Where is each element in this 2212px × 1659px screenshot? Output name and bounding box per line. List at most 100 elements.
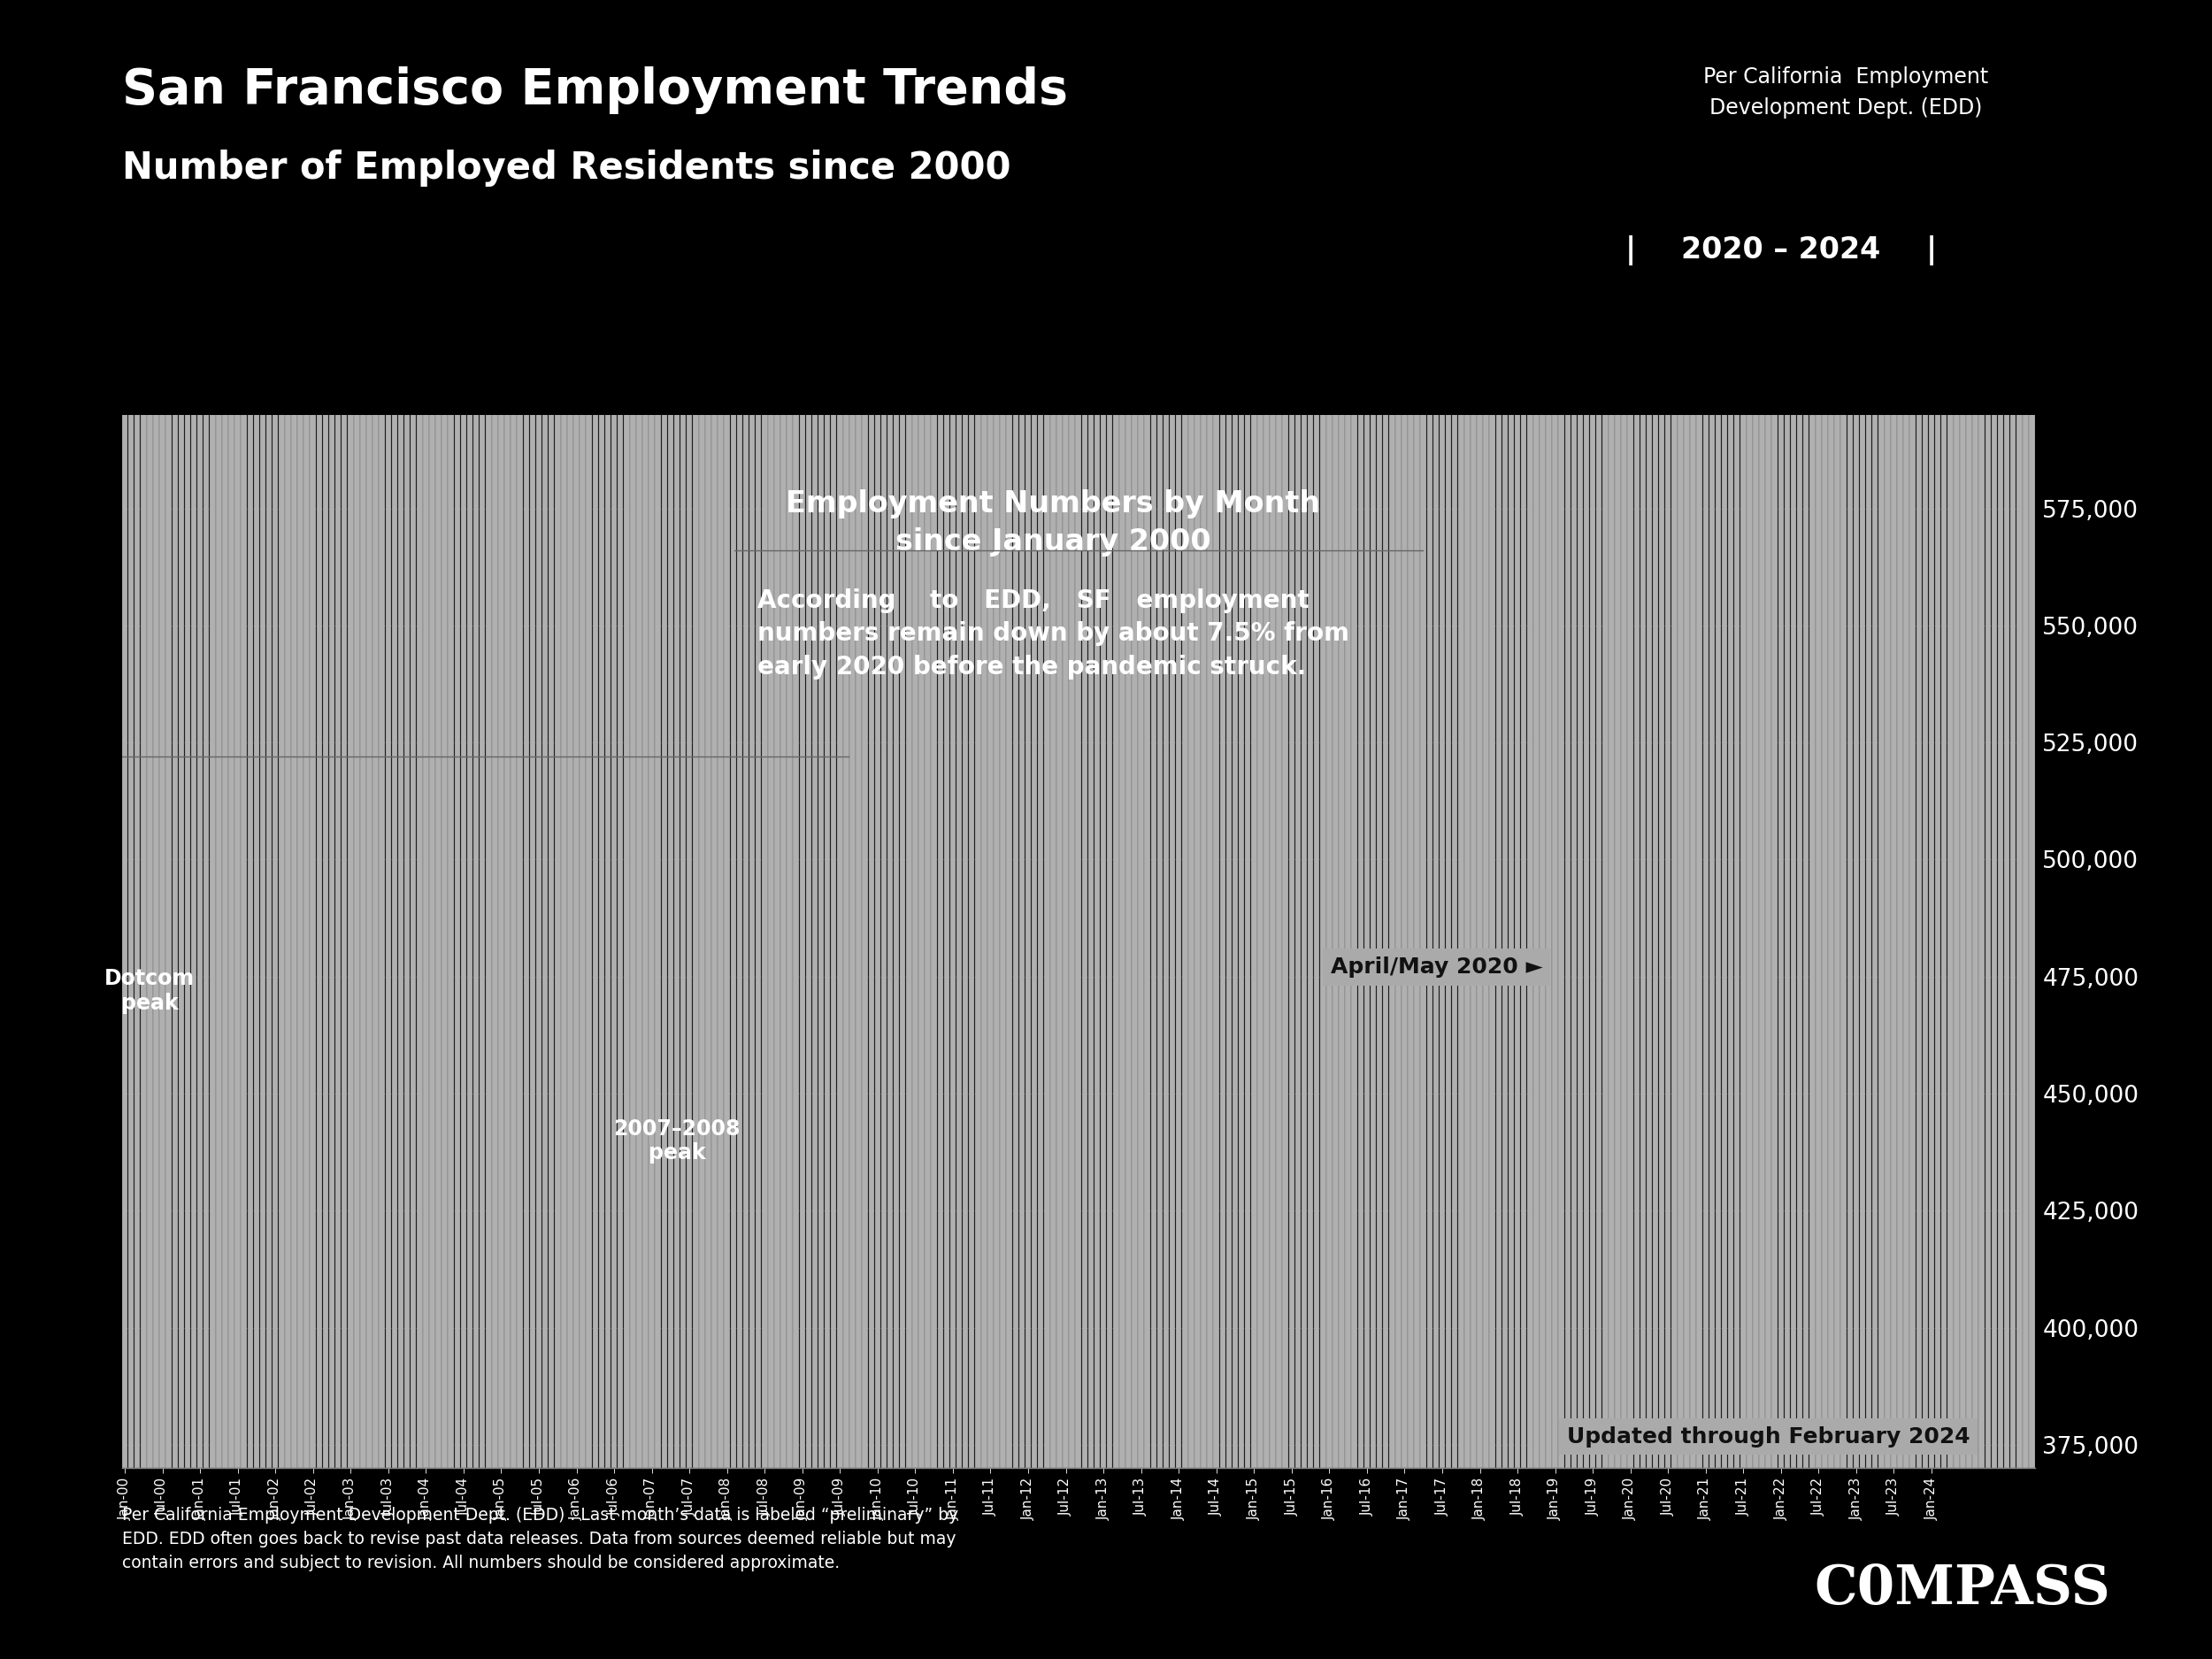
Bar: [1991, 0, 1997, 1468]
Bar: [1026, 0, 1031, 1468]
Bar: [1984, 0, 1991, 1468]
Bar: [1177, 0, 1181, 1468]
Bar: [1239, 0, 1245, 1468]
Bar: [1608, 0, 1615, 1468]
Bar: [812, 0, 818, 1468]
Bar: [1225, 0, 1232, 1468]
Bar: [907, 0, 911, 1468]
Bar: [1526, 0, 1533, 1468]
Bar: [1020, 0, 1024, 1468]
Bar: [1000, 0, 1006, 1468]
Bar: [1571, 0, 1577, 1468]
Bar: [825, 0, 830, 1468]
Bar: [1909, 0, 1916, 1468]
Bar: [1809, 0, 1816, 1468]
Bar: [1871, 0, 1878, 1468]
Bar: [768, 0, 774, 1468]
Bar: [1515, 0, 1520, 1468]
Bar: [392, 0, 398, 1468]
Bar: [1440, 0, 1444, 1468]
Bar: [184, 0, 190, 1468]
Bar: [1409, 0, 1413, 1468]
Bar: [648, 0, 655, 1468]
Bar: [299, 0, 303, 1468]
Bar: [221, 0, 228, 1468]
Bar: [843, 0, 849, 1468]
Bar: [1714, 0, 1721, 1468]
Bar: [1953, 0, 1960, 1468]
Bar: [1095, 0, 1099, 1468]
Bar: [1898, 0, 1902, 1468]
Bar: [1276, 0, 1283, 1468]
Bar: [279, 0, 285, 1468]
Bar: [630, 0, 635, 1468]
Text: C0MPASS: C0MPASS: [1814, 1563, 2110, 1616]
Bar: [1973, 0, 1978, 1468]
Bar: [918, 0, 925, 1468]
Text: |: |: [1626, 236, 1637, 265]
Bar: [1916, 0, 1922, 1468]
Bar: [1157, 0, 1164, 1468]
Bar: [887, 0, 894, 1468]
Bar: [2022, 0, 2028, 1468]
Bar: [644, 0, 648, 1468]
Bar: [1219, 0, 1225, 1468]
Bar: [1854, 0, 1858, 1468]
Bar: [931, 0, 938, 1468]
Bar: [1829, 0, 1834, 1468]
Text: Per California  Employment
Development Dept. (EDD): Per California Employment Development De…: [1703, 66, 1989, 119]
Bar: [166, 0, 173, 1468]
Bar: [1458, 0, 1464, 1468]
Bar: [1621, 0, 1628, 1468]
Bar: [1245, 0, 1250, 1468]
Bar: [385, 0, 392, 1468]
Bar: [1270, 0, 1276, 1468]
Text: April/May 2020 ►: April/May 2020 ►: [1329, 957, 1542, 977]
Bar: [1646, 0, 1652, 1468]
Bar: [849, 0, 856, 1468]
Bar: [794, 0, 799, 1468]
Bar: [303, 0, 310, 1468]
Bar: [153, 0, 159, 1468]
Bar: [398, 0, 405, 1468]
Bar: [1345, 0, 1352, 1468]
Bar: [1690, 0, 1697, 1468]
Bar: [836, 0, 843, 1468]
Bar: [354, 0, 361, 1468]
Bar: [1734, 0, 1741, 1468]
Bar: [480, 0, 484, 1468]
Bar: [566, 0, 573, 1468]
Bar: [1389, 0, 1396, 1468]
Bar: [1327, 0, 1332, 1468]
Bar: [405, 0, 409, 1468]
Bar: [217, 0, 221, 1468]
Bar: [234, 0, 241, 1468]
Bar: [1358, 0, 1363, 1468]
Bar: [787, 0, 792, 1468]
Bar: [1759, 0, 1765, 1468]
Bar: [743, 0, 748, 1468]
Bar: [549, 0, 555, 1468]
Bar: [316, 0, 323, 1468]
Bar: [1936, 0, 1940, 1468]
Bar: [1803, 0, 1809, 1468]
Bar: [962, 0, 969, 1468]
Bar: [686, 0, 692, 1468]
Bar: [987, 0, 993, 1468]
Bar: [1365, 0, 1369, 1468]
Bar: [504, 0, 511, 1468]
Bar: [781, 0, 787, 1468]
Bar: [1181, 0, 1188, 1468]
Bar: [562, 0, 566, 1468]
Bar: [863, 0, 867, 1468]
Text: 2020 – 2024: 2020 – 2024: [1681, 236, 1880, 265]
Bar: [1796, 0, 1803, 1468]
Bar: [473, 0, 480, 1468]
Bar: [1867, 0, 1871, 1468]
Bar: [1947, 0, 1953, 1468]
Bar: [1208, 0, 1212, 1468]
Bar: [604, 0, 611, 1468]
Bar: [1064, 0, 1068, 1468]
Bar: [529, 0, 535, 1468]
Bar: [498, 0, 504, 1468]
